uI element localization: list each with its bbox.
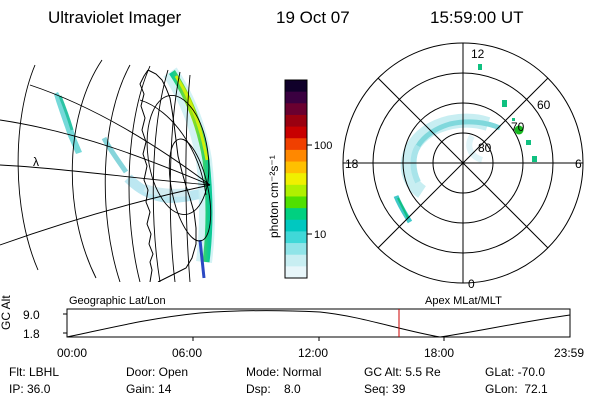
glon-value: GLon: 72.1: [485, 382, 548, 396]
colorbar-step: [285, 219, 307, 233]
polar-aurora-emission: [393, 64, 537, 224]
colorbar-step: [285, 254, 307, 267]
alt-tick-high: 9.0: [23, 308, 40, 322]
ip-value: IP: 36.0: [9, 382, 51, 396]
colorbar-step: [285, 126, 307, 139]
colorbar-step: [285, 208, 307, 221]
observation-date: 19 Oct 07: [276, 8, 350, 27]
polar-lat-label-80: 80: [478, 141, 492, 155]
glat-value: GLat: -70.0: [485, 365, 546, 379]
mode-value: Mode: Normal: [246, 365, 322, 379]
time-tick-0000: 00:00: [57, 346, 88, 360]
colorbar-step: [285, 173, 307, 186]
colorbar-step: [285, 80, 307, 93]
colorbar-tick-label-100: 100: [314, 140, 332, 152]
time-tick-2359: 23:59: [554, 346, 585, 360]
altitude-strip-frame: [66, 308, 571, 338]
flt-value: Flt: LBHL: [9, 365, 60, 379]
colorbar-step: [285, 243, 307, 256]
colorbar-tick-label-10: 10: [314, 229, 326, 241]
geo-edge-label: λ: [33, 155, 39, 169]
polar-lat-label-70: 70: [511, 120, 525, 134]
instrument-title: Ultraviolet Imager: [48, 8, 182, 27]
colorbar-step: [285, 196, 307, 209]
time-tick-0600: 06:00: [172, 346, 203, 360]
strip-left-title: Geographic Lat/Lon: [69, 295, 166, 307]
strip-right-title: Apex MLat/MLT: [425, 295, 502, 307]
colorbar-step: [285, 149, 307, 163]
gain-value: Gain: 14: [126, 382, 172, 396]
colorbar-unit-label: photon cm⁻²s⁻¹: [267, 155, 281, 238]
coastline: [139, 69, 197, 282]
gc-alt-axis-title: GC Alt: [0, 295, 13, 330]
observation-time: 15:59:00 UT: [430, 8, 524, 27]
polar-mlt-label-6: 6: [575, 157, 582, 171]
colorbar-step: [285, 114, 307, 128]
altitude-curve: [66, 310, 571, 338]
polar-plot: 80 70 60 12 0 18 6: [342, 42, 584, 291]
polar-mlt-label-12: 12: [471, 47, 485, 61]
dsp-value: Dsp: 8.0: [246, 382, 301, 396]
door-value: Door: Open: [126, 365, 189, 379]
polar-mlt-label-18: 18: [345, 157, 359, 171]
polar-mlt-label-0: 0: [468, 277, 475, 291]
colorbar-step: [285, 266, 307, 279]
alt-tick-low: 1.8: [23, 327, 40, 341]
colorbar-step: [285, 184, 307, 198]
geo-aurora-emission: [54, 67, 215, 279]
polar-meridian-diag-2: [377, 77, 549, 249]
colorbar-step: [285, 103, 307, 116]
geographic-panel: λ: [0, 59, 215, 282]
colorbar-step: [285, 231, 307, 244]
colorbar-step: [285, 161, 307, 174]
gc-alt-value: GC Alt: 5.5 Re: [364, 365, 441, 379]
colorbar-step: [285, 91, 307, 104]
seq-value: Seq: 39: [364, 382, 406, 396]
polar-lat-label-60: 60: [537, 98, 551, 112]
colorbar-step: [285, 138, 307, 151]
colorbar: 100 10 photon cm⁻²s⁻¹: [267, 79, 332, 279]
colorbar-steps: [285, 80, 307, 279]
altitude-strip: [63, 308, 571, 341]
satellite-footpoint-marker: [514, 125, 524, 135]
time-tick-1800: 18:00: [424, 346, 455, 360]
geo-grid: [0, 59, 212, 282]
time-tick-1200: 12:00: [298, 346, 329, 360]
